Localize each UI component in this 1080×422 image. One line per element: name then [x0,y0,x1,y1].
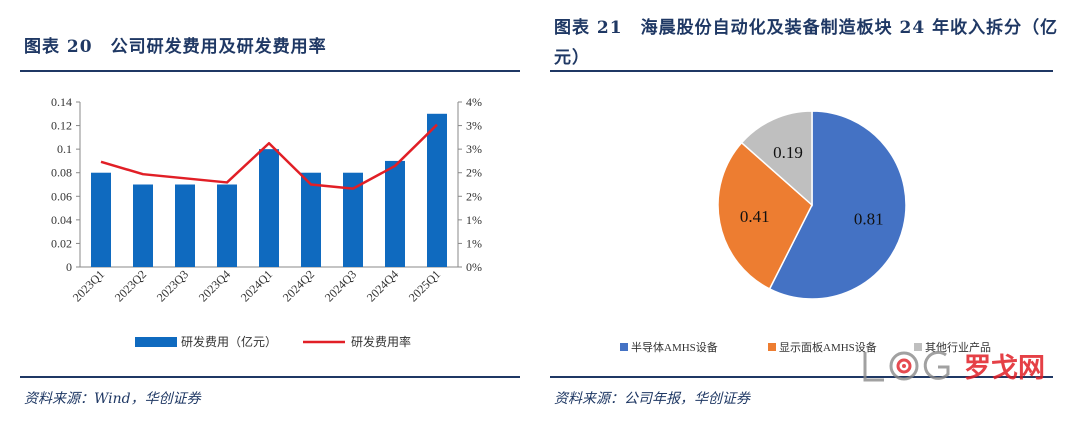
right-y-tick-label: 3% [466,142,482,156]
right-y-tick-label: 0% [466,260,482,274]
x-tick-label: 2024Q3 [322,267,359,304]
bar [259,149,279,267]
logo-watermark: 罗戈网 [863,350,1045,384]
x-tick-label: 2023Q2 [112,267,149,304]
legend-label: 显示面板AMHS设备 [779,340,877,354]
bar [217,184,237,267]
left-figure-title: 图表 20 公司研发费用及研发费用率 [24,37,327,57]
left-y-tick-label: 0.02 [51,236,72,250]
x-tick-label: 2023Q4 [196,267,233,304]
left-y-tick-label: 0.14 [51,95,72,109]
left-y-tick-label: 0.04 [51,213,72,227]
left-y-tick-label: 0.1 [57,142,72,156]
left-source-rule [20,376,520,378]
pie-slice [717,141,813,290]
x-tick-label: 2024Q4 [364,267,401,304]
right-source-note: 资料来源：公司年报，华创证券 [554,391,750,407]
legend-swatch [768,343,776,351]
right-y-tick-label: 1% [466,236,482,250]
bar [91,172,111,267]
left-y-tick-label: 0.12 [51,119,72,133]
rd-rate-line [100,123,438,190]
pie-data-label: 0.19 [773,143,803,162]
pie-data-label: 0.81 [854,210,884,229]
revenue-split-pie-chart: 0.81 0.41 0.19 半导体AMHS设备 显示面板AMHS设备 其他行业产品 [620,110,991,354]
left-figure-panel: 图表 20 公司研发费用及研发费用率 0 0.02 0.04 0.06 0.08 0.1 0… [0,0,530,422]
rd-expense-combo-chart: 0 0.02 0.04 0.06 0.08 0.1 0.12 0.14 0% 1% 1% 2% 2% 3%… [51,95,482,349]
pie-slice [768,110,907,300]
legend-swatch-bar [135,337,177,347]
watermark-text: 罗戈网 [964,353,1045,384]
legend-label-line: 研发费用率 [351,334,411,349]
x-tick-label: 2025Q1 [406,267,443,304]
right-y-tick-label: 3% [466,119,482,133]
right-y-tick-label: 1% [466,213,482,227]
right-figure-panel: 图表 21 海晨股份自动化及装备制造板块 24 年收入拆分（亿元） 0.81 0.… [550,0,1080,422]
x-tick-label: 2024Q2 [280,267,317,304]
x-tick-label: 2023Q3 [154,267,191,304]
legend-label: 其他行业产品 [925,340,991,354]
left-source-note: 资料来源：Wind，华创证券 [24,391,201,407]
x-tick-label: 2024Q1 [238,267,275,304]
bar [175,184,195,267]
right-y-tick-label: 2% [466,189,482,203]
left-y-tick-label: 0.06 [51,189,72,203]
legend-swatch [914,343,922,351]
bar [133,184,153,267]
bar [427,113,447,268]
right-figure-title: 图表 21 海晨股份自动化及装备制造板块 24 年收入拆分（亿元） [554,18,1059,68]
left-y-tick-label: 0 [66,260,72,274]
left-y-tick-label: 0.08 [51,166,72,180]
legend-swatch [620,343,628,351]
pie-data-label: 0.41 [740,207,770,226]
right-y-tick-label: 2% [466,166,482,180]
x-tick-label: 2023Q1 [70,267,107,304]
legend-label-bar: 研发费用（亿元） [181,334,277,349]
pie-slice [740,110,813,207]
right-y-tick-label: 4% [466,95,482,109]
right-source-rule [550,376,1053,378]
bar [343,172,363,267]
right-title-rule [550,70,1053,72]
bar [385,160,405,267]
legend-label: 半导体AMHS设备 [631,340,718,354]
bar [301,172,321,267]
left-title-rule [20,70,520,72]
